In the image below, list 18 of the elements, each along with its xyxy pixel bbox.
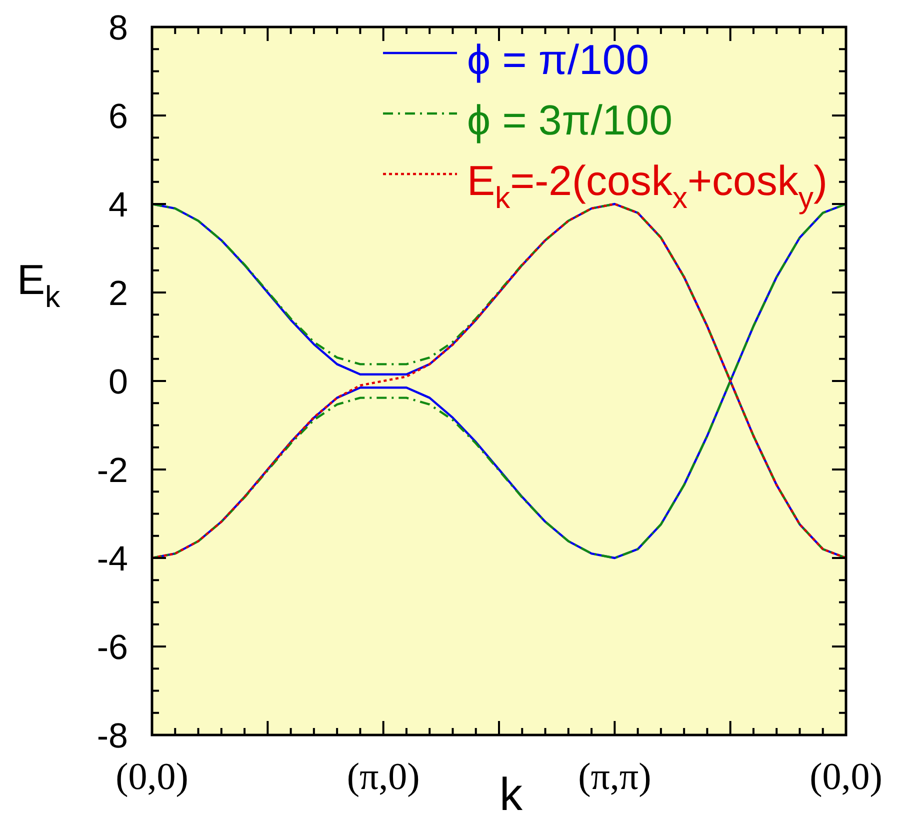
y-tick-label: -6 bbox=[96, 628, 128, 668]
y-tick-label: -2 bbox=[96, 451, 128, 490]
y-axis-title: E$_{k}$ bbox=[17, 256, 62, 314]
y-tick-label: -8 bbox=[96, 716, 128, 756]
x-tick-label: (π,π) bbox=[578, 756, 652, 798]
y-tick-label: 8 bbox=[108, 8, 128, 48]
y-tick-label: -4 bbox=[96, 540, 128, 579]
y-tick-label: 2 bbox=[108, 274, 128, 314]
y-tick-label: 4 bbox=[108, 186, 128, 225]
legend-label: ϕ = π/100 bbox=[467, 36, 650, 83]
x-axis-title: k bbox=[500, 768, 524, 820]
x-tick-label: (π,0) bbox=[346, 756, 420, 798]
y-tick-label: 0 bbox=[108, 362, 128, 402]
x-tick-label: (0,0) bbox=[810, 756, 882, 798]
legend-label: ϕ = 3π/100 bbox=[467, 96, 672, 144]
y-tick-label: 6 bbox=[108, 97, 128, 136]
legend-label: E$_{k}$=-2(cosk$_{x}$+cosk$_{y}$) bbox=[467, 157, 828, 216]
x-tick-label: (0,0) bbox=[116, 756, 188, 798]
